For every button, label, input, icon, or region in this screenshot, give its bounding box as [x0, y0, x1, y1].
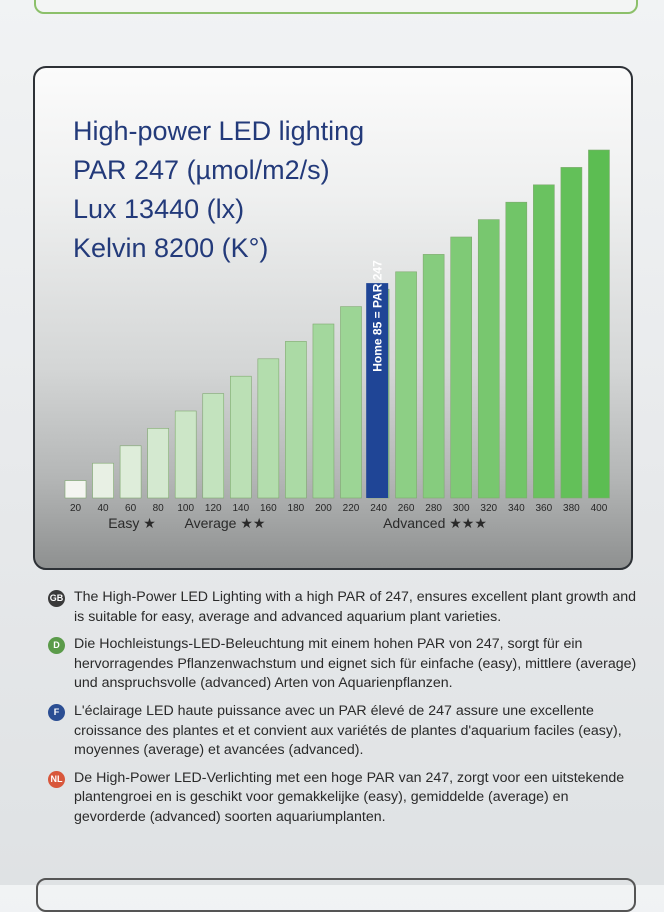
- bar-380: [560, 167, 583, 499]
- bar-180: [285, 341, 307, 499]
- bar-300: [450, 236, 473, 499]
- tick-label-140: 140: [232, 503, 249, 514]
- tick-label-260: 260: [398, 503, 415, 514]
- note-text-d: Die Hochleistungs-LED-Beleuchtung mit ei…: [74, 636, 637, 692]
- bar-60: [119, 445, 142, 499]
- bar-280: [422, 254, 445, 499]
- highlight-label: Home 85 = PAR 247: [371, 260, 385, 372]
- language-badge-nl: NL: [48, 770, 65, 788]
- heading-line-1: High-power LED lighting: [73, 116, 365, 146]
- tick-label-160: 160: [260, 503, 277, 514]
- bar-200: [312, 323, 335, 499]
- tick-label-280: 280: [425, 503, 442, 514]
- chart-panel: High-power LED lighting PAR 247 (µmol/m2…: [33, 66, 633, 570]
- heading-line-4: Kelvin 8200 (K°): [73, 233, 269, 263]
- band-label-easy: Easy ★: [108, 515, 156, 531]
- language-badge-d: D: [48, 637, 65, 655]
- language-badge-f: F: [48, 703, 65, 721]
- tick-label-220: 220: [343, 503, 360, 514]
- highlight-bar: [366, 283, 389, 498]
- language-badge-gb: GB: [48, 590, 65, 607]
- tick-label-240: 240: [370, 503, 387, 514]
- heading-line-2: PAR 247 (µmol/m2/s): [73, 155, 330, 185]
- bar-100: [174, 410, 197, 499]
- tick-label-180: 180: [288, 503, 305, 514]
- tick-label-100: 100: [177, 503, 194, 514]
- note-text-f: L'éclairage LED haute puissance avec un …: [74, 702, 622, 759]
- bar-40: [92, 462, 114, 499]
- tick-label-380: 380: [563, 503, 580, 514]
- note-text-gb: The High-Power LED Lighting with a high …: [74, 589, 637, 625]
- heading-line-3: Lux 13440 (lx): [73, 194, 245, 224]
- tick-label-200: 200: [315, 503, 332, 514]
- bar-320: [477, 219, 500, 499]
- bar-120: [202, 393, 225, 499]
- tick-label-340: 340: [508, 503, 525, 514]
- bar-360: [533, 184, 555, 499]
- tick-label-360: 360: [536, 503, 553, 514]
- description-notes: GB The High-Power LED Lighting with a hi…: [48, 588, 638, 836]
- bar-140: [230, 375, 252, 499]
- note-text-nl: De High-Power LED-Verlichting met een ho…: [74, 769, 625, 825]
- band-label-average: Average ★★: [185, 515, 266, 531]
- tick-label-400: 400: [591, 503, 608, 514]
- bar-340: [505, 201, 528, 499]
- note-nl: NL De High-Power LED-Verlichting met een…: [48, 769, 638, 828]
- bar-20: [64, 480, 87, 499]
- bar-220: [340, 306, 362, 499]
- band-label-advanced: Advanced ★★★: [383, 515, 487, 531]
- bar-80: [147, 428, 169, 499]
- tick-label-300: 300: [453, 503, 470, 514]
- tick-label-120: 120: [205, 503, 222, 514]
- bar-260: [395, 271, 417, 499]
- par-bar-chart: 20 40 60 80 100 120 140 160 180 200 220 240 260 280 30…: [64, 149, 610, 531]
- note-gb: GB The High-Power LED Lighting with a hi…: [48, 588, 638, 627]
- bar-160: [257, 358, 280, 499]
- tick-label-60: 60: [125, 503, 137, 514]
- bottom-packaging-frame: [36, 878, 636, 912]
- tick-label-20: 20: [70, 503, 82, 514]
- bar-400: [588, 149, 610, 499]
- tick-label-80: 80: [153, 503, 165, 514]
- tick-label-40: 40: [97, 503, 109, 514]
- top-packaging-frame: [34, 0, 638, 14]
- chart-heading: High-power LED lighting PAR 247 (µmol/m2…: [73, 112, 364, 268]
- note-d: D Die Hochleistungs-LED-Beleuchtung mit …: [48, 635, 638, 694]
- tick-label-320: 320: [480, 503, 497, 514]
- note-f: F L'éclairage LED haute puissance avec u…: [48, 702, 638, 761]
